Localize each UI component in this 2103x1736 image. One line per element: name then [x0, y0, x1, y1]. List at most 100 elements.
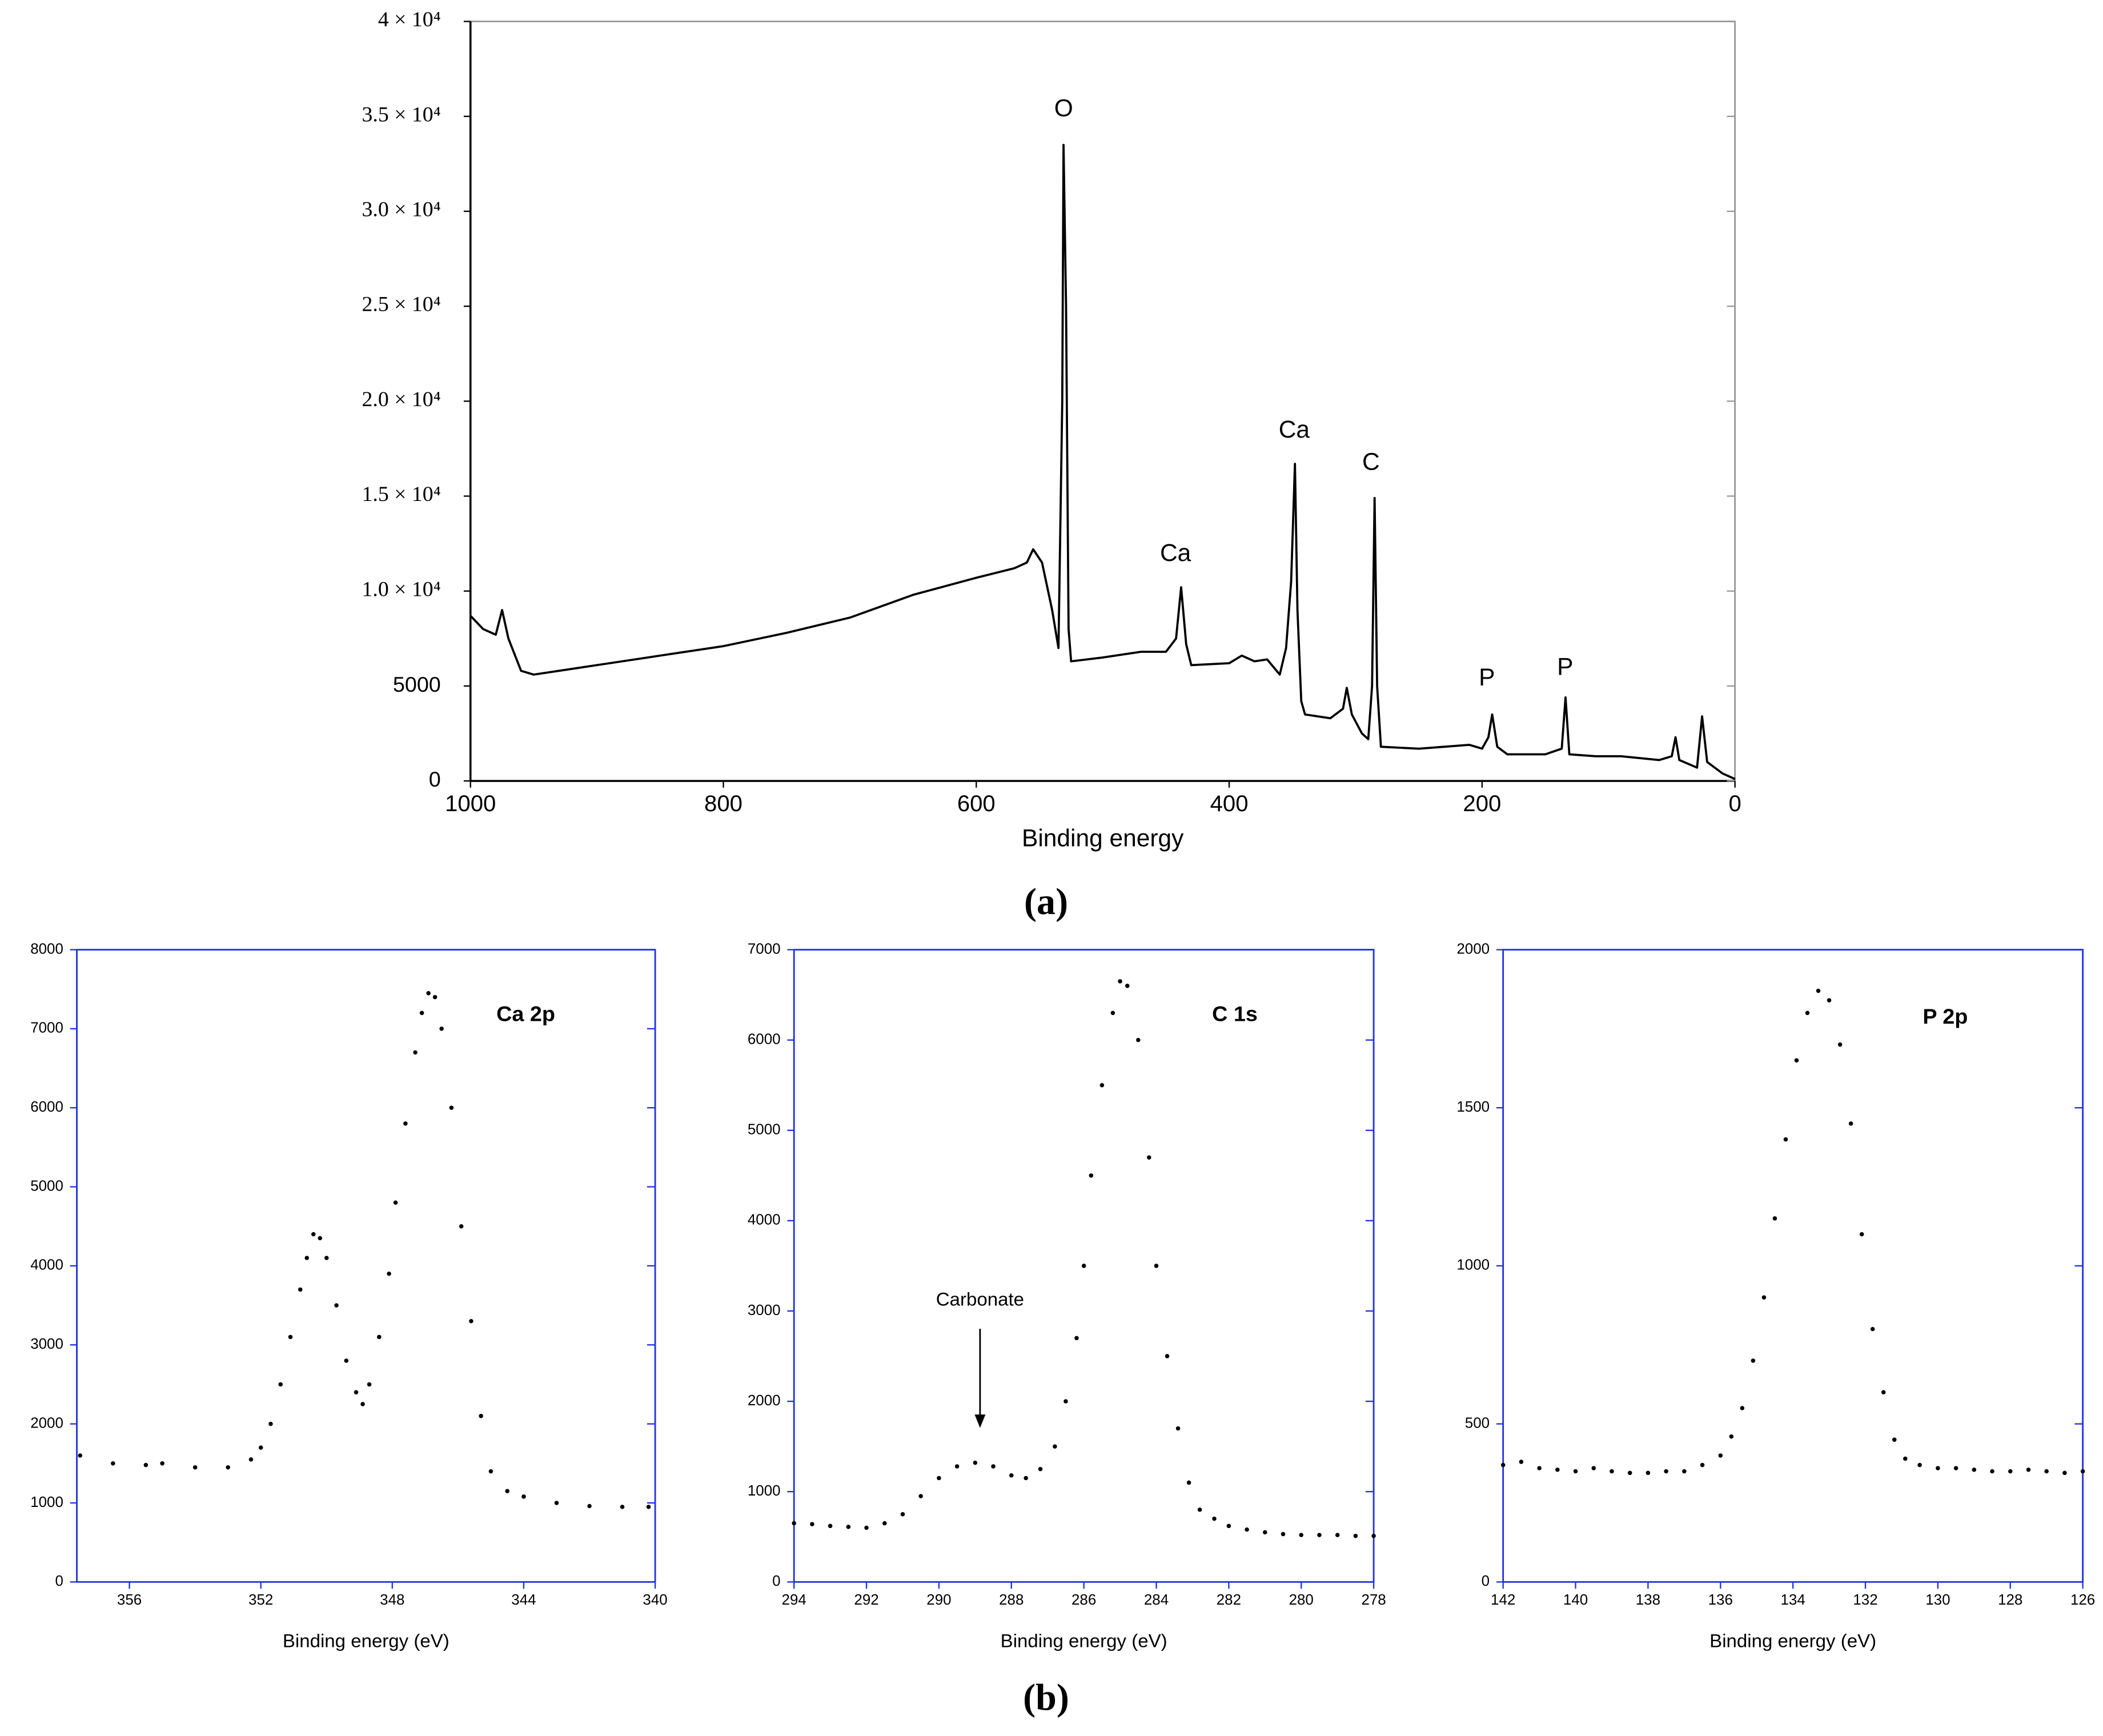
data-point — [367, 1382, 372, 1387]
data-point — [1154, 1264, 1159, 1268]
data-point — [991, 1464, 996, 1469]
data-point — [1953, 1466, 1958, 1470]
data-point — [1263, 1530, 1267, 1535]
x-tick-label: 128 — [1998, 1592, 2022, 1608]
data-point — [1089, 1173, 1094, 1178]
data-point — [1147, 1155, 1151, 1160]
data-point — [810, 1522, 814, 1526]
data-point — [1990, 1469, 1994, 1474]
annotation: P — [1557, 653, 1573, 680]
x-tick-label: 290 — [926, 1592, 951, 1608]
data-point — [413, 1050, 418, 1055]
data-point — [882, 1521, 887, 1526]
data-point — [324, 1256, 329, 1260]
data-point — [1591, 1466, 1596, 1470]
data-point — [1299, 1533, 1304, 1537]
data-point — [1555, 1468, 1560, 1472]
panel-title: C 1s — [1212, 1001, 1258, 1025]
y-tick-label: 500 — [1465, 1416, 1490, 1432]
x-tick-label: 132 — [1853, 1592, 1877, 1608]
annotation: O — [1054, 95, 1073, 122]
data-point — [288, 1334, 293, 1340]
data-point — [459, 1224, 464, 1229]
data-point — [268, 1421, 273, 1426]
data-point — [1009, 1473, 1014, 1478]
x-tick-label: 278 — [1361, 1592, 1386, 1608]
x-tick-label: 600 — [957, 791, 996, 816]
data-point — [298, 1287, 303, 1292]
x-tick-label: 200 — [1463, 791, 1501, 816]
plot-frame — [1502, 949, 2084, 1583]
data-point — [1371, 1533, 1376, 1538]
data-point — [111, 1461, 115, 1466]
x-tick-label: 286 — [1071, 1592, 1096, 1608]
y-tick-label: 0 — [429, 767, 441, 791]
data-point — [918, 1494, 923, 1498]
data-point — [479, 1414, 483, 1418]
data-point — [1226, 1523, 1231, 1529]
data-point — [1281, 1531, 1286, 1537]
data-point — [1870, 1326, 1875, 1332]
y-tick-label: 1000 — [1456, 1257, 1490, 1273]
data-point — [1917, 1462, 1922, 1468]
y-tick-label: 2000 — [30, 1416, 63, 1432]
data-point — [1783, 1137, 1788, 1142]
data-point — [937, 1476, 941, 1481]
y-tick-label: 7000 — [748, 941, 781, 957]
data-point — [160, 1461, 164, 1466]
x-tick-label: 400 — [1210, 791, 1249, 816]
x-tick-label: 138 — [1636, 1592, 1660, 1608]
data-point — [360, 1402, 365, 1406]
data-point — [1751, 1358, 1756, 1363]
data-point — [2026, 1468, 2031, 1472]
x-axis-label: Binding energy — [1022, 825, 1184, 852]
y-tick-label: 2000 — [1456, 941, 1490, 957]
data-point — [1212, 1516, 1217, 1521]
data-point — [1859, 1232, 1864, 1237]
data-point — [1729, 1434, 1734, 1439]
data-point — [521, 1494, 526, 1499]
data-point — [1125, 984, 1130, 988]
y-tick-label: 3000 — [30, 1336, 63, 1352]
data-point — [828, 1523, 833, 1529]
data-point — [1682, 1469, 1687, 1474]
y-tick-label: 1000 — [30, 1494, 63, 1510]
data-point — [387, 1272, 391, 1276]
data-point — [1573, 1469, 1578, 1474]
data-point — [334, 1303, 339, 1308]
y-tick-label: 6000 — [30, 1099, 63, 1115]
x-tick-label: 340 — [643, 1592, 667, 1608]
x-tick-label: 344 — [511, 1592, 536, 1608]
data-point — [426, 991, 431, 996]
annotation: Ca — [1279, 416, 1310, 443]
y-tick-label: 3000 — [748, 1302, 781, 1318]
data-point — [278, 1382, 283, 1387]
x-tick-label: 1000 — [445, 791, 496, 816]
data-point — [1197, 1508, 1202, 1512]
data-point — [2080, 1469, 2085, 1474]
data-point — [1848, 1121, 1853, 1126]
data-point — [1186, 1480, 1191, 1485]
x-axis-label: Binding energy (eV) — [1001, 1630, 1167, 1651]
data-point — [377, 1334, 382, 1340]
data-point — [1165, 1354, 1170, 1358]
data-point — [192, 1465, 198, 1470]
data-point — [248, 1457, 254, 1462]
data-point — [344, 1358, 349, 1363]
panel-title: Ca 2p — [496, 1001, 555, 1025]
data-point — [393, 1200, 398, 1205]
data-point — [1175, 1426, 1181, 1431]
data-point — [1099, 1083, 1105, 1088]
data-point — [1718, 1453, 1723, 1458]
x-tick-label: 140 — [1563, 1592, 1588, 1608]
annotation: Carbonate — [936, 1289, 1024, 1310]
data-point — [1881, 1390, 1886, 1395]
y-tick-label: 1.0 × 10⁴ — [362, 577, 441, 601]
data-point — [1972, 1468, 1977, 1472]
annotation: C — [1362, 448, 1380, 475]
arrow-head — [974, 1414, 986, 1428]
x-tick-label: 294 — [782, 1592, 806, 1608]
y-tick-label: 4000 — [30, 1257, 63, 1273]
data-point — [2008, 1469, 2013, 1474]
x-axis-label: Binding energy (eV) — [1709, 1630, 1876, 1651]
